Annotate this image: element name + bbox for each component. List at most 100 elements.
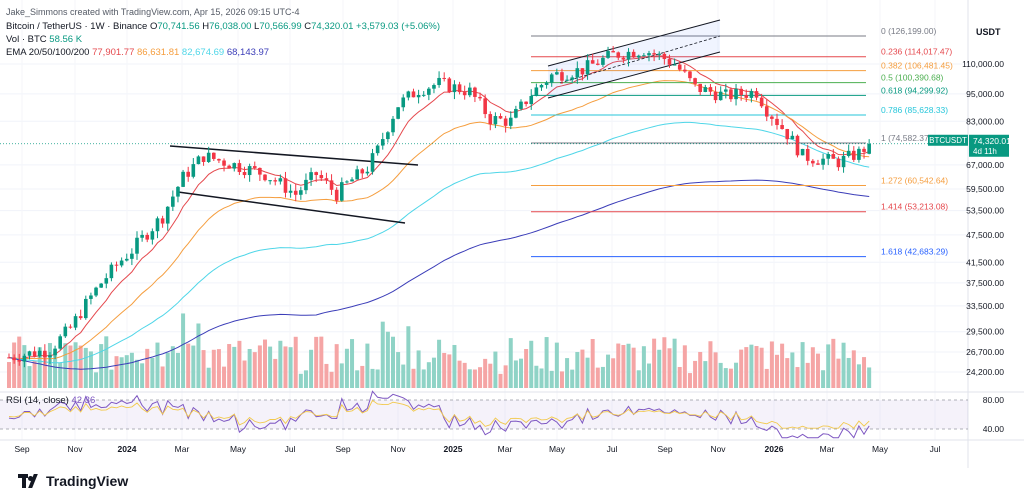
tradingview-logo[interactable]: TradingView bbox=[18, 473, 128, 489]
candle[interactable] bbox=[73, 313, 78, 331]
candle[interactable] bbox=[718, 86, 723, 101]
candle[interactable] bbox=[273, 177, 278, 186]
candle[interactable] bbox=[457, 81, 462, 95]
candle[interactable] bbox=[473, 86, 477, 103]
candle[interactable] bbox=[345, 180, 349, 184]
candle[interactable] bbox=[841, 151, 846, 173]
candle[interactable] bbox=[232, 162, 237, 172]
candle[interactable] bbox=[391, 115, 395, 136]
triangle-lower-line[interactable] bbox=[177, 191, 406, 224]
candle[interactable] bbox=[672, 58, 677, 66]
candle[interactable] bbox=[724, 83, 728, 99]
current-price-badge[interactable] bbox=[969, 134, 1009, 157]
candle[interactable] bbox=[155, 216, 160, 239]
candle[interactable] bbox=[370, 148, 375, 175]
candle[interactable] bbox=[360, 168, 365, 179]
candle[interactable] bbox=[196, 155, 201, 165]
candle[interactable] bbox=[468, 82, 472, 98]
candle[interactable] bbox=[411, 88, 416, 98]
candle[interactable] bbox=[299, 186, 303, 200]
candle[interactable] bbox=[206, 146, 211, 164]
price-axis[interactable]: 110,000.00 95,000.00 83,000.00 67,000.00 59,… bbox=[0, 59, 1011, 377]
candle[interactable] bbox=[544, 80, 549, 89]
candle[interactable] bbox=[104, 273, 109, 289]
candle[interactable] bbox=[53, 345, 57, 360]
candle[interactable] bbox=[268, 179, 272, 185]
candle[interactable] bbox=[334, 187, 339, 205]
candle[interactable] bbox=[565, 75, 569, 82]
candle[interactable] bbox=[596, 59, 600, 66]
candle[interactable] bbox=[32, 346, 37, 358]
candle[interactable] bbox=[805, 144, 810, 166]
candle[interactable] bbox=[78, 309, 83, 320]
candle[interactable] bbox=[729, 87, 733, 102]
candle[interactable] bbox=[176, 186, 180, 203]
candle[interactable] bbox=[683, 64, 687, 73]
candle[interactable] bbox=[258, 167, 262, 181]
candle[interactable] bbox=[611, 46, 615, 53]
candle[interactable] bbox=[831, 149, 836, 159]
candle[interactable] bbox=[754, 87, 759, 101]
candle[interactable] bbox=[17, 353, 22, 366]
candle[interactable] bbox=[217, 158, 221, 164]
candle[interactable] bbox=[662, 52, 667, 65]
candle[interactable] bbox=[27, 350, 32, 360]
candle[interactable] bbox=[288, 184, 293, 198]
candle[interactable] bbox=[58, 334, 62, 350]
candle[interactable] bbox=[427, 87, 431, 101]
candle[interactable] bbox=[770, 114, 774, 126]
candle[interactable] bbox=[621, 55, 626, 64]
candle[interactable] bbox=[350, 177, 354, 182]
candle[interactable] bbox=[355, 165, 359, 180]
candle[interactable] bbox=[252, 161, 257, 170]
candle[interactable] bbox=[242, 166, 247, 179]
candle[interactable] bbox=[616, 51, 621, 61]
candle[interactable] bbox=[483, 94, 487, 119]
candle[interactable] bbox=[816, 159, 820, 165]
candle[interactable] bbox=[677, 61, 682, 72]
symbol-badge[interactable] bbox=[928, 134, 968, 146]
fibonacci-levels[interactable]: 0 (126,199.00) 0.236 (114,017.47) 0.382 (1… bbox=[531, 26, 953, 258]
candle[interactable] bbox=[846, 144, 851, 158]
rising-channel-mid[interactable] bbox=[559, 35, 721, 84]
candle[interactable] bbox=[447, 77, 452, 94]
candle[interactable] bbox=[514, 105, 518, 119]
ema-legend[interactable]: EMA 20/50/100/200 77,901.77 86,631.81 82… bbox=[6, 47, 269, 59]
candle[interactable] bbox=[852, 146, 856, 163]
candle[interactable] bbox=[667, 54, 672, 68]
candle[interactable] bbox=[304, 173, 308, 195]
candle[interactable] bbox=[590, 53, 595, 64]
candle[interactable] bbox=[836, 156, 841, 171]
volume-legend[interactable]: Vol · BTC 58.56 K bbox=[6, 34, 82, 46]
candle[interactable] bbox=[529, 89, 534, 110]
candle[interactable] bbox=[534, 83, 539, 97]
candle[interactable] bbox=[560, 68, 564, 84]
candle[interactable] bbox=[109, 262, 114, 282]
candle[interactable] bbox=[222, 158, 226, 172]
candle[interactable] bbox=[401, 94, 406, 112]
candle[interactable] bbox=[549, 72, 554, 87]
candle[interactable] bbox=[826, 151, 830, 166]
candle[interactable] bbox=[396, 107, 400, 120]
candle[interactable] bbox=[698, 83, 702, 96]
candle[interactable] bbox=[406, 90, 411, 101]
trend-channel-drawings[interactable] bbox=[169, 19, 721, 224]
candle[interactable] bbox=[160, 215, 165, 228]
candle[interactable] bbox=[319, 170, 324, 182]
candle[interactable] bbox=[365, 166, 370, 176]
candle[interactable] bbox=[519, 99, 523, 111]
candle[interactable] bbox=[821, 153, 825, 170]
candle[interactable] bbox=[775, 113, 779, 130]
candle[interactable] bbox=[227, 164, 231, 169]
candle[interactable] bbox=[657, 51, 662, 60]
candle[interactable] bbox=[130, 248, 134, 266]
candle[interactable] bbox=[94, 286, 98, 298]
rsi-pane[interactable]: 80.00 40.00 bbox=[0, 390, 1024, 439]
symbol-legend[interactable]: Bitcoin / TetherUS · 1W · Binance O70,74… bbox=[6, 21, 440, 33]
candle[interactable] bbox=[744, 89, 749, 102]
candle[interactable] bbox=[84, 295, 88, 320]
candle[interactable] bbox=[652, 49, 656, 62]
candle[interactable] bbox=[201, 156, 206, 166]
candle[interactable] bbox=[636, 54, 641, 60]
candle[interactable] bbox=[713, 86, 718, 104]
